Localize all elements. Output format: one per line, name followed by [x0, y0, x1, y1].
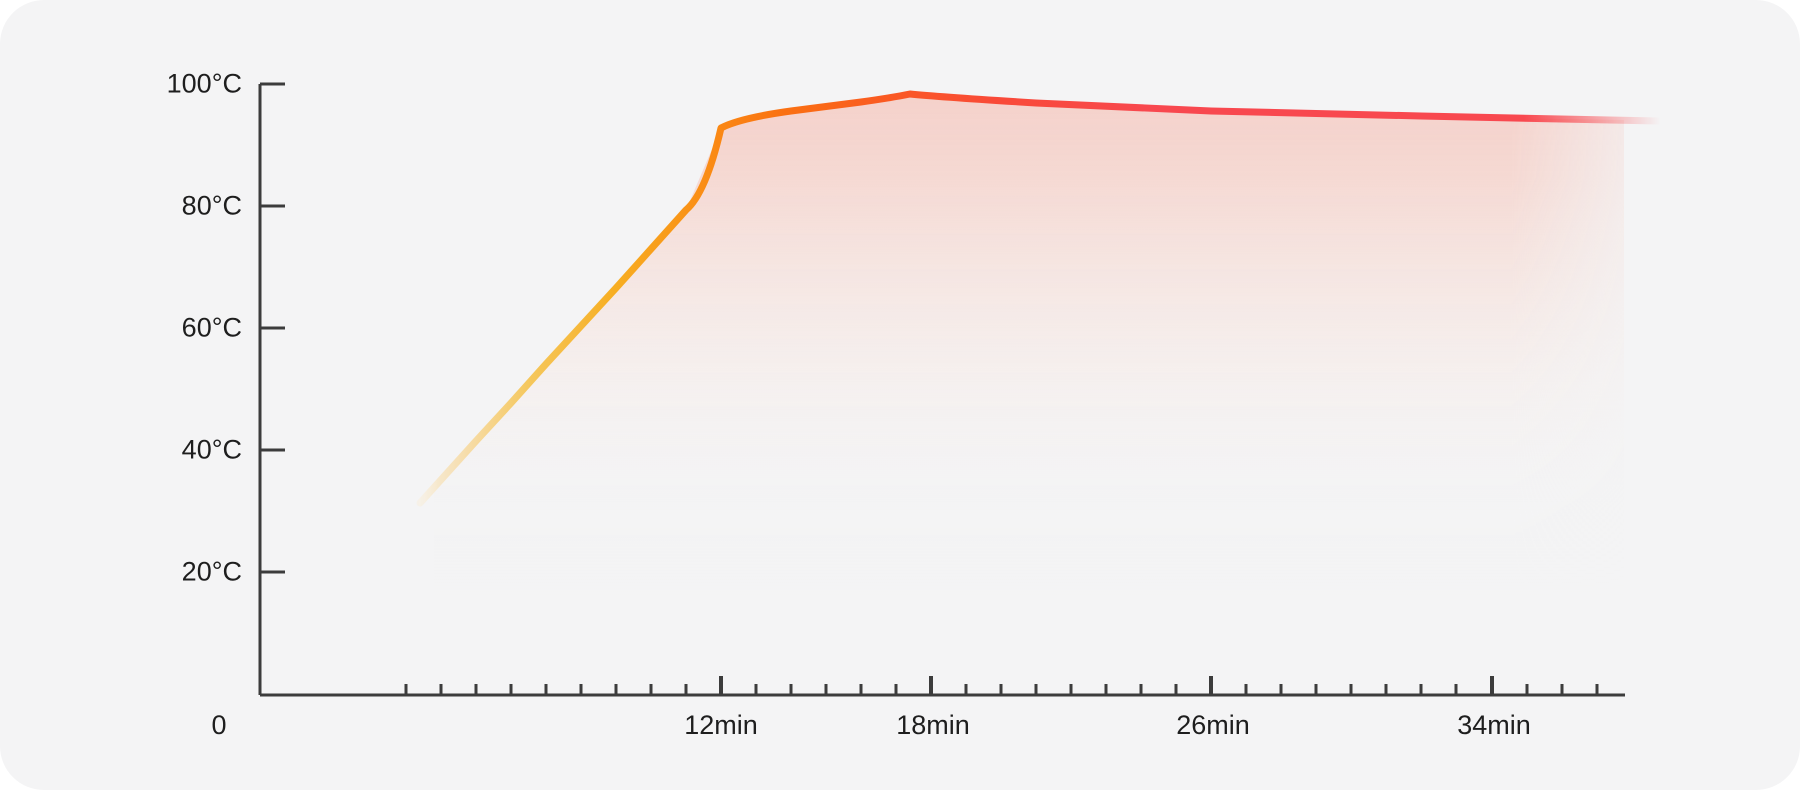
y-tick-label-40: 40°C: [181, 434, 242, 465]
temperature-line: [416, 90, 1664, 507]
y-tick-label-60: 60°C: [181, 312, 242, 343]
temperature-area-fill: [434, 94, 1624, 695]
y-tick-label-20: 20°C: [181, 556, 242, 587]
x-axis-ticks: [404, 676, 1599, 695]
y-tick-label-80: 80°C: [181, 190, 242, 221]
x-tick-label-26min: 26min: [1176, 710, 1250, 740]
y-tick-label-100: 100°C: [166, 68, 242, 99]
x-tick-label-34min: 34min: [1457, 710, 1531, 740]
origin-label: 0: [211, 710, 227, 740]
y-axis-ticks: [260, 82, 285, 574]
x-tick-label-12min: 12min: [684, 710, 758, 740]
x-tick-label-18min: 18min: [896, 710, 970, 740]
